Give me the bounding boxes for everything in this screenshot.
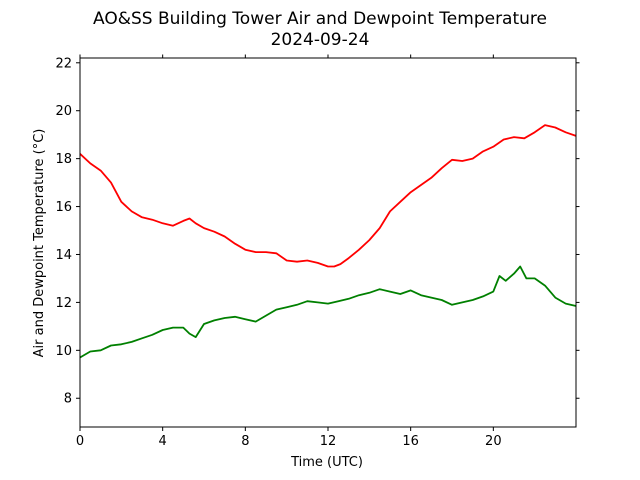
series-line-2 xyxy=(79,265,577,359)
series-line-1 xyxy=(79,124,577,268)
chart-subtitle: 2024-09-24 xyxy=(271,30,370,50)
x-tick-label: 20 xyxy=(485,434,502,449)
y-tick-label: 18 xyxy=(55,152,72,167)
y-tick-label: 12 xyxy=(55,296,72,311)
y-tick-label: 16 xyxy=(55,200,72,215)
y-tick-label: 8 xyxy=(64,392,72,407)
x-tick-label: 8 xyxy=(241,434,249,449)
x-axis-label: Time (UTC) xyxy=(290,455,363,470)
y-tick-label: 20 xyxy=(55,104,72,119)
plot-area: 0 4 8 12 16 20 8 10 12 14 16 18 20 22 xyxy=(55,54,580,449)
x-tick-label: 16 xyxy=(402,434,419,449)
y-tick-label: 10 xyxy=(55,344,72,359)
y-tick-label: 22 xyxy=(55,56,72,71)
y-axis-label: Air and Dewpoint Temperature (°C) xyxy=(32,129,47,358)
x-tick-label: 0 xyxy=(76,434,84,449)
x-tick-label: 4 xyxy=(159,434,167,449)
x-tick-label: 12 xyxy=(320,434,337,449)
y-tick-label: 14 xyxy=(55,248,72,263)
chart-title: AO&SS Building Tower Air and Dewpoint Te… xyxy=(93,9,547,29)
